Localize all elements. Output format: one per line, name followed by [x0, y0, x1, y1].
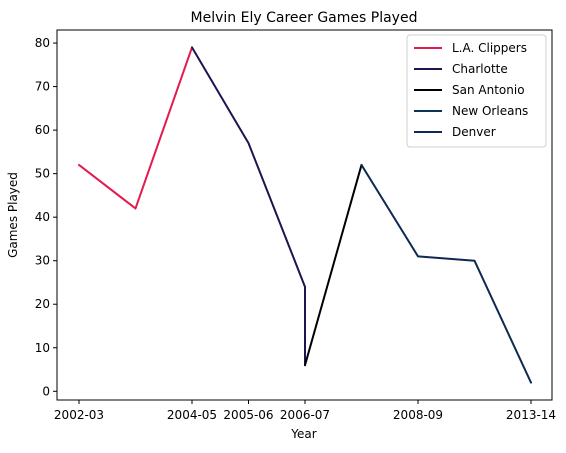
series-line-1	[79, 47, 192, 208]
y-tick-label: 0	[42, 384, 50, 398]
x-axis-label: Year	[290, 427, 316, 441]
legend-label: Denver	[452, 125, 496, 139]
y-tick-label: 60	[35, 123, 50, 137]
legend-label: L.A. Clippers	[452, 41, 527, 55]
series-line-2	[192, 47, 305, 365]
series-line-5	[362, 165, 532, 383]
x-tick-label: 2008-09	[393, 408, 443, 422]
legend: L.A. Clippers Charlotte San Antonio New Orl…	[407, 35, 546, 147]
y-tick-label: 70	[35, 80, 50, 94]
x-tick-label: 2002-03	[54, 408, 104, 422]
x-tick-label: 2004-05	[167, 408, 217, 422]
y-axis-label: Games Played	[6, 172, 20, 258]
x-tick-label: 2006-07	[280, 408, 330, 422]
y-axis: 0 10 20 30 40 50 60 70 80	[35, 36, 57, 398]
y-tick-label: 80	[35, 36, 50, 50]
series-line-3	[305, 165, 362, 365]
legend-label: Charlotte	[452, 62, 508, 76]
chart-title: Melvin Ely Career Games Played	[191, 10, 418, 26]
x-tick-label: 2005-06	[223, 408, 273, 422]
y-tick-label: 20	[35, 297, 50, 311]
legend-label: New Orleans	[452, 104, 528, 118]
y-tick-label: 40	[35, 210, 50, 224]
x-axis: 2002-03 2004-05 2005-06 2006-07 2008-09 2013-…	[54, 400, 556, 422]
legend-label: San Antonio	[452, 83, 525, 97]
y-tick-label: 50	[35, 167, 50, 181]
y-tick-label: 30	[35, 254, 50, 268]
x-tick-label: 2013-14	[506, 408, 556, 422]
y-tick-label: 10	[35, 341, 50, 355]
